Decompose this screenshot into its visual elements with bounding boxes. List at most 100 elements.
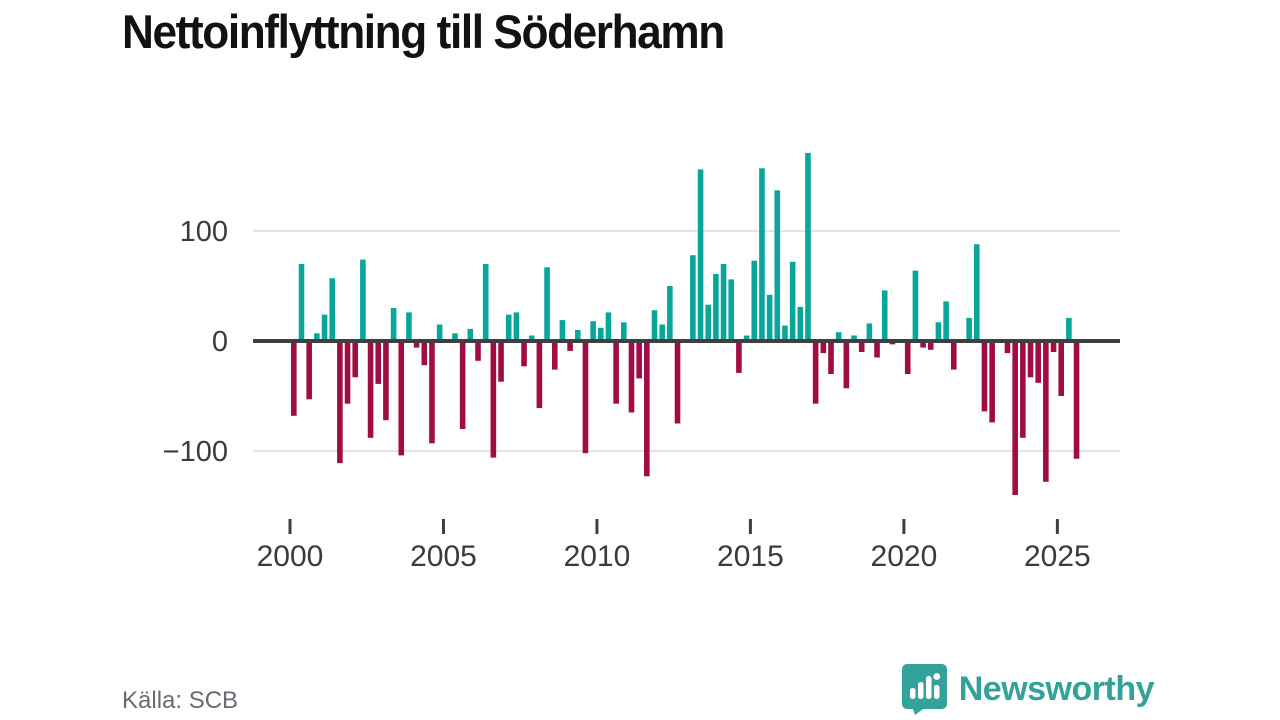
- bar-2002-q1: [352, 341, 359, 378]
- bar-2016-q1: [782, 325, 788, 341]
- bar-2014-q1: [720, 264, 727, 341]
- chart-title: Nettoinflyttning till Söderhamn: [122, 5, 725, 58]
- bar-2015-q2: [759, 168, 765, 341]
- bar-2017-q2: [820, 341, 827, 354]
- bar-2000-q1: [291, 341, 297, 416]
- bar-2022-q3: [981, 341, 988, 412]
- bar-2002-q4: [375, 341, 382, 384]
- bar-2000-q4: [314, 333, 320, 341]
- bar-2006-q2: [482, 264, 489, 341]
- bar-2004-q2: [421, 341, 428, 366]
- bar-2005-q2: [452, 333, 458, 341]
- bar-2025-q1: [1058, 341, 1065, 396]
- bar-2010-q4: [621, 322, 627, 341]
- bar-2007-q2: [513, 312, 520, 341]
- bar-2011-q1: [628, 341, 635, 413]
- bar-2011-q4: [651, 310, 658, 341]
- bar-2013-q3: [705, 304, 712, 341]
- bar-2022-q1: [966, 317, 972, 341]
- bar-2007-q1: [505, 314, 512, 341]
- bar-2009-q4: [590, 321, 596, 341]
- x-axis-tick-label: 2015: [717, 540, 784, 573]
- bar-2006-q4: [498, 341, 504, 382]
- bar-2024-q4: [1050, 341, 1057, 352]
- bar-2017-q4: [835, 332, 842, 341]
- bar-2024-q1: [1027, 341, 1034, 378]
- bar-2018-q4: [866, 323, 873, 341]
- bar-2020-q4: [927, 341, 934, 350]
- bar-2020-q3: [920, 341, 926, 348]
- bar-2008-q3: [551, 341, 558, 370]
- bar-2012-q1: [659, 324, 665, 341]
- bar-2023-q4: [1020, 341, 1026, 438]
- bar-2007-q3: [521, 341, 527, 367]
- bar-2015-q1: [751, 260, 758, 341]
- bar-2004-q4: [436, 324, 443, 341]
- bar-2010-q2: [605, 312, 612, 341]
- bar-2013-q2: [697, 169, 704, 341]
- bar-2013-q4: [713, 273, 719, 341]
- bar-2006-q3: [490, 341, 497, 458]
- bar-2018-q3: [858, 341, 865, 352]
- bar-2004-q1: [413, 341, 420, 348]
- bar-2009-q1: [567, 341, 573, 351]
- bar-2025-q2: [1066, 317, 1072, 341]
- bar-2005-q3: [459, 341, 466, 429]
- y-axis-tick-label: 100: [180, 216, 228, 248]
- bar-2006-q1: [475, 341, 481, 361]
- bar-2000-q3: [306, 341, 312, 400]
- bar-2011-q2: [636, 341, 642, 379]
- bar-2008-q1: [536, 341, 543, 409]
- x-axis-tick-label: 2025: [1024, 540, 1091, 573]
- x-axis-tick-label: 2010: [564, 540, 631, 573]
- bar-2021-q1: [935, 322, 942, 341]
- bar-2014-q3: [736, 341, 742, 373]
- bar-2011-q3: [644, 341, 650, 477]
- bar-2005-q4: [467, 328, 474, 341]
- bar-2020-q2: [912, 270, 919, 341]
- bar-2009-q2: [574, 330, 581, 341]
- bar-2024-q2: [1035, 341, 1041, 383]
- bar-2002-q3: [367, 341, 374, 438]
- bar-2025-q3: [1073, 341, 1080, 459]
- bar-2003-q4: [406, 312, 412, 341]
- bar-2022-q4: [989, 341, 995, 423]
- bar-2002-q2: [360, 259, 366, 341]
- bar-2001-q2: [329, 278, 336, 341]
- bar-2017-q1: [812, 341, 819, 404]
- bar-2020-q1: [904, 341, 911, 374]
- bar-2014-q4: [743, 335, 750, 341]
- bar-2001-q1: [321, 314, 328, 341]
- bar-2019-q2: [881, 290, 888, 341]
- bar-2003-q3: [398, 341, 405, 456]
- bar-2001-q4: [344, 341, 351, 404]
- source-label: Källa: SCB: [122, 687, 239, 714]
- bar-2021-q2: [943, 301, 949, 341]
- newsworthy-logo: Newsworthy: [901, 663, 1155, 715]
- bar-2015-q4: [774, 190, 781, 341]
- bar-2016-q4: [805, 152, 811, 341]
- bar-2016-q2: [789, 261, 796, 341]
- bar-2007-q4: [528, 335, 535, 341]
- newsworthy-wordmark: Newsworthy: [958, 669, 1155, 708]
- bar-2022-q2: [974, 244, 980, 341]
- bar-2015-q3: [766, 294, 773, 341]
- bar-2019-q1: [874, 341, 880, 358]
- bar-chart-speech-bubble-icon: [901, 664, 947, 715]
- bar-2009-q3: [582, 341, 589, 454]
- bar-2008-q4: [559, 320, 566, 341]
- bar-2010-q1: [597, 327, 604, 341]
- bar-2021-q3: [950, 341, 957, 370]
- bar-2023-q3: [1012, 341, 1018, 495]
- bar-2018-q2: [851, 335, 857, 341]
- bar-2000-q2: [298, 264, 305, 341]
- x-axis-tick-label: 2020: [871, 540, 938, 573]
- y-axis-tick-label: 0: [212, 326, 228, 358]
- bar-2008-q2: [544, 267, 550, 341]
- bar-2012-q2: [667, 286, 673, 341]
- bar-2014-q2: [728, 279, 735, 341]
- bar-2023-q2: [1004, 341, 1011, 354]
- bar-2024-q3: [1043, 341, 1049, 482]
